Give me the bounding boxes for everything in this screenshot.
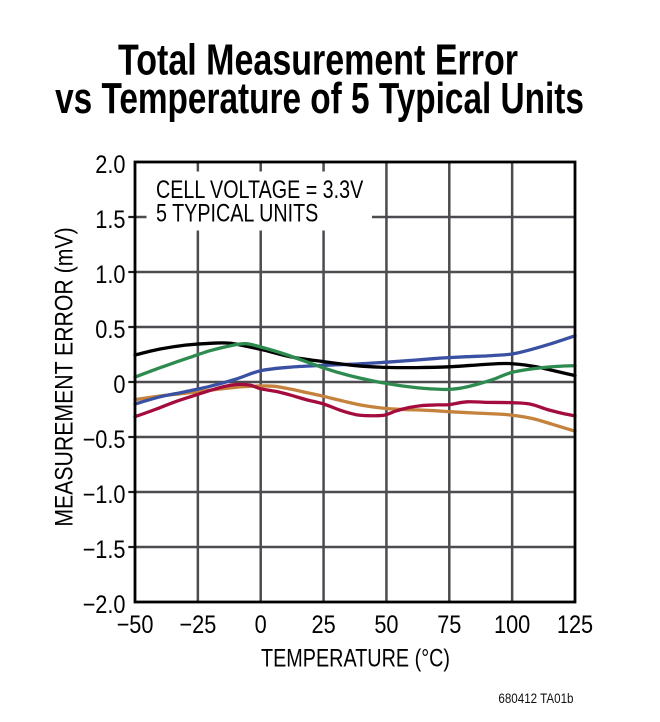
svg-text:680412 TA01b: 680412 TA01b [498, 690, 573, 706]
svg-text:50: 50 [374, 611, 398, 639]
svg-text:25: 25 [311, 611, 335, 639]
svg-text:vs Temperature of 5 Typical Un: vs Temperature of 5 Typical Units [55, 75, 584, 123]
svg-text:1.5: 1.5 [95, 206, 125, 234]
svg-text:75: 75 [437, 611, 461, 639]
svg-text:0: 0 [255, 611, 267, 639]
svg-text:−2.0: −2.0 [83, 591, 126, 619]
svg-text:−0.5: −0.5 [83, 426, 126, 454]
svg-text:100: 100 [494, 611, 530, 639]
svg-text:1.0: 1.0 [95, 261, 125, 289]
svg-text:−50: −50 [117, 611, 154, 639]
svg-text:MEASUREMENT ERROR (mV): MEASUREMENT ERROR (mV) [50, 227, 78, 526]
svg-text:Total Measurement Error: Total Measurement Error [118, 37, 518, 85]
svg-text:2.0: 2.0 [95, 151, 125, 179]
svg-text:0.5: 0.5 [95, 316, 125, 344]
svg-text:−1.0: −1.0 [83, 481, 126, 509]
svg-text:−25: −25 [179, 611, 216, 639]
svg-text:CELL VOLTAGE = 3.3V: CELL VOLTAGE = 3.3V [156, 176, 363, 204]
svg-text:5 TYPICAL UNITS: 5 TYPICAL UNITS [156, 199, 318, 227]
svg-text:0: 0 [113, 371, 125, 399]
svg-text:TEMPERATURE (°C): TEMPERATURE (°C) [261, 644, 450, 672]
svg-text:125: 125 [557, 611, 593, 639]
svg-text:−1.5: −1.5 [83, 536, 126, 564]
